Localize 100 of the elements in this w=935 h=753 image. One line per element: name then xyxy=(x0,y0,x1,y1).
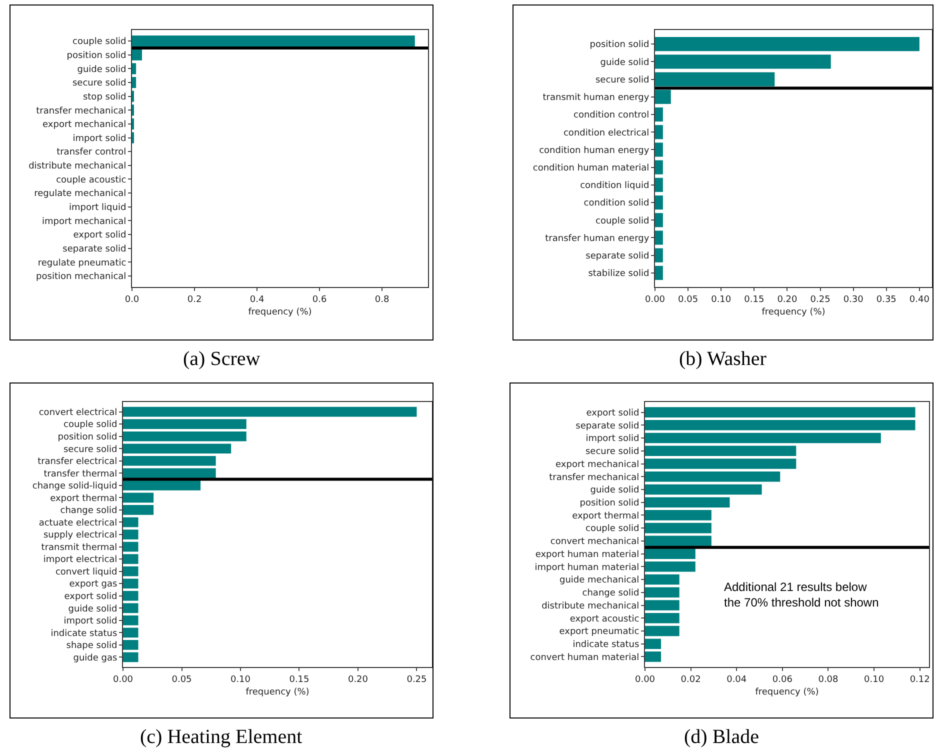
bar xyxy=(123,554,138,564)
x-tick-label: 0.12 xyxy=(910,674,930,685)
bar xyxy=(655,90,671,104)
y-tick-label: transfer mechanical xyxy=(549,472,640,483)
x-tick-label: 0.15 xyxy=(289,674,310,685)
bar xyxy=(645,548,696,559)
bar xyxy=(655,107,663,122)
y-tick-label: guide solid xyxy=(590,486,640,496)
bar xyxy=(123,468,216,478)
annotation: Additional 21 results below the 70% threshold not shown xyxy=(724,580,879,610)
y-tick-label: separate solid xyxy=(586,251,650,262)
y-tick-label: condition solid xyxy=(584,198,650,209)
x-tick-label: 0.30 xyxy=(843,294,864,305)
y-tick-label: export solid xyxy=(586,408,640,418)
y-tick-label: export mechanical xyxy=(42,120,126,130)
y-tick-label: shape solid xyxy=(66,641,118,652)
bar xyxy=(123,492,154,503)
bar xyxy=(655,178,663,192)
bar xyxy=(123,480,201,490)
x-tick-label: 0.00 xyxy=(634,674,656,685)
bar xyxy=(645,574,680,585)
bar xyxy=(645,420,916,430)
x-tick-label: 0.10 xyxy=(864,674,884,685)
x-tick-label: 0.00 xyxy=(644,294,666,305)
y-tick-label: condition control xyxy=(574,110,650,121)
bar xyxy=(655,248,663,262)
x-tick-label: 0.4 xyxy=(250,294,264,305)
text: (c) Heating Element xyxy=(140,726,303,748)
y-tick-label: secure solid xyxy=(585,447,640,458)
x-tick-label: 0.05 xyxy=(678,294,698,305)
y-tick-label: guide solid xyxy=(68,604,118,614)
x-tick-label: 0.05 xyxy=(172,674,192,685)
bar xyxy=(123,542,138,552)
bar xyxy=(655,125,663,140)
bar xyxy=(123,431,246,442)
text: (a) Screw xyxy=(183,348,261,370)
y-tick-label: position solid xyxy=(580,498,640,508)
y-tick-label: position solid xyxy=(66,51,126,62)
y-tick-label: condition electrical xyxy=(563,128,650,138)
y-tick-label: position solid xyxy=(590,40,650,50)
y-tick-label: couple solid xyxy=(72,37,126,48)
y-tick-label: export acoustic xyxy=(570,614,640,624)
bar xyxy=(645,638,662,649)
y-tick-label: transmit thermal xyxy=(41,542,118,553)
y-tick-label: import mechanical xyxy=(42,216,126,227)
y-tick-label: guide gas xyxy=(73,653,118,664)
bar xyxy=(645,446,796,456)
y-tick-label: import human material xyxy=(534,562,640,573)
x-tick-label: 0.40 xyxy=(909,294,930,305)
bar xyxy=(645,484,762,495)
y-tick-label: indicate status xyxy=(572,640,640,650)
bar xyxy=(655,142,663,157)
y-tick-label: guide solid xyxy=(600,58,650,68)
bar xyxy=(645,522,712,534)
y-tick-label: import solid xyxy=(72,134,126,144)
bar xyxy=(645,612,680,624)
x-tick-label: 0.15 xyxy=(744,294,764,305)
y-tick-label: condition human material xyxy=(532,163,650,174)
bar xyxy=(655,195,663,210)
x-tick-label: 0.25 xyxy=(810,294,830,305)
y-tick-label: export thermal xyxy=(572,511,640,522)
x-tick-label: 0.20 xyxy=(348,674,368,685)
bar xyxy=(132,76,136,88)
y-tick-label: export mechanical xyxy=(556,460,640,470)
x-axis-title: frequency (%) xyxy=(762,308,826,318)
y-tick-label: separate solid xyxy=(576,421,640,432)
bar xyxy=(123,652,138,662)
x-tick-label: 0.02 xyxy=(680,674,701,685)
bar xyxy=(645,626,680,636)
bar xyxy=(123,530,138,540)
bar xyxy=(123,615,138,626)
y-tick-label: export solid xyxy=(64,592,118,602)
y-tick-label: import electrical xyxy=(43,555,118,566)
x-tick-label: 0.25 xyxy=(406,674,427,685)
bar xyxy=(645,652,662,662)
x-tick-label: 0.06 xyxy=(772,674,793,685)
x-tick-label: 0.2 xyxy=(187,294,202,305)
y-tick-label: transfer electrical xyxy=(38,457,118,468)
bar xyxy=(123,444,232,454)
y-tick-label: distribute mechanical xyxy=(542,601,640,612)
bar xyxy=(645,471,780,482)
bar xyxy=(645,536,712,546)
bar xyxy=(645,600,680,610)
y-tick-label: stabilize solid xyxy=(588,269,650,280)
x-tick-label: 0.8 xyxy=(374,294,390,305)
bar xyxy=(123,628,138,638)
y-tick-label: regulate mechanical xyxy=(34,189,126,200)
y-tick-label: couple solid xyxy=(64,420,118,430)
y-tick-label: separate solid xyxy=(62,244,126,254)
bar xyxy=(655,230,663,245)
y-tick-label: secure solid xyxy=(595,75,650,86)
y-tick-label: convert electrical xyxy=(38,408,118,418)
bar xyxy=(132,49,142,60)
bar xyxy=(132,36,415,47)
y-tick-label: convert liquid xyxy=(55,567,118,578)
y-tick-label: secure solid xyxy=(72,78,126,89)
bar xyxy=(655,160,663,174)
bar xyxy=(655,213,663,228)
y-tick-label: distribute mechanical xyxy=(28,162,126,172)
x-axis-title: frequency (%) xyxy=(755,688,819,698)
